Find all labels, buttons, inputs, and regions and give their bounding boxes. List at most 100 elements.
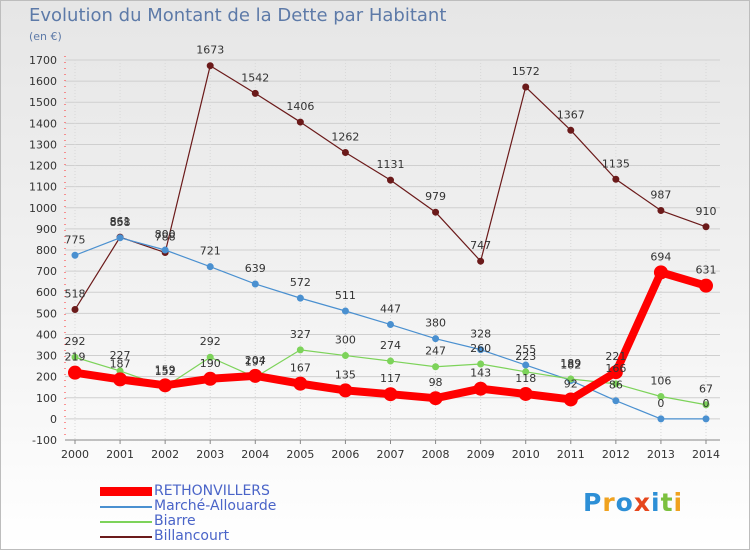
data-point-biarre	[71, 353, 79, 361]
logo-letter: P	[583, 488, 603, 517]
data-point-billancourt	[522, 83, 530, 91]
x-tick-label: 2012	[602, 448, 630, 461]
data-label: 219	[65, 351, 86, 364]
data-label: 92	[564, 377, 578, 390]
data-point-biarre	[296, 346, 304, 354]
legend-item-biarre[interactable]: Biarre	[100, 514, 276, 529]
data-point-march-allouarde	[432, 335, 440, 343]
data-label: 0	[703, 397, 710, 410]
data-point-biarre	[612, 380, 620, 388]
data-label: 1131	[377, 158, 405, 171]
data-label: 327	[290, 328, 311, 341]
x-tick-label: 2006	[331, 448, 359, 461]
legend-item-rethonvillers[interactable]: RETHONVILLERS	[100, 484, 276, 499]
data-point-march-allouarde	[161, 246, 169, 254]
data-label: 292	[200, 335, 221, 348]
data-label: 694	[650, 250, 671, 263]
logo-letter: i	[673, 488, 684, 517]
data-point-billancourt	[432, 208, 440, 216]
x-tick-label: 2007	[377, 448, 405, 461]
data-label: 190	[200, 357, 221, 370]
unit-label: (en €)	[29, 30, 62, 43]
data-label: 197	[245, 355, 266, 368]
data-point-march-allouarde	[116, 234, 124, 242]
data-point-march-allouarde	[477, 346, 485, 354]
y-tick-label: -100	[32, 434, 57, 447]
data-label: 159	[155, 363, 176, 376]
y-tick-label: 800	[36, 244, 57, 257]
data-point-rethonvillers	[563, 392, 578, 407]
x-tick-label: 2003	[196, 448, 224, 461]
y-tick-label: 100	[36, 392, 57, 405]
y-tick-label: 0	[50, 413, 57, 426]
data-label: 800	[155, 228, 176, 241]
data-label: 67	[699, 383, 713, 396]
x-tick-label: 2005	[286, 448, 314, 461]
y-tick-label: 1700	[29, 54, 57, 67]
data-point-rethonvillers	[113, 372, 128, 387]
x-tick-label: 2002	[151, 448, 179, 461]
data-label: 328	[470, 328, 491, 341]
legend-label: Billancourt	[154, 528, 230, 544]
data-label: 572	[290, 276, 311, 289]
chart-title: Evolution du Montant de la Dette par Hab…	[29, 5, 447, 26]
logo-letter: t	[660, 488, 674, 517]
x-tick-label: 2000	[61, 448, 89, 461]
data-point-billancourt	[387, 176, 394, 184]
data-label: 204	[245, 354, 266, 367]
data-point-billancourt	[251, 89, 259, 97]
data-label: 639	[245, 262, 266, 275]
x-tick-label: 2011	[557, 448, 585, 461]
data-point-billancourt	[341, 148, 349, 156]
data-label: 1406	[286, 100, 314, 113]
data-point-biarre	[702, 401, 710, 409]
data-label: 979	[425, 190, 446, 203]
logo-letter: x	[633, 488, 651, 517]
legend: RETHONVILLERS Marché-Allouarde Biarre Bi…	[100, 484, 276, 544]
data-label: 631	[696, 264, 717, 277]
data-point-rethonvillers	[473, 381, 488, 396]
data-label: 292	[65, 335, 86, 348]
y-tick-label: 200	[36, 371, 57, 384]
data-point-billancourt	[567, 126, 575, 134]
x-tick-label: 2013	[647, 448, 675, 461]
data-point-march-allouarde	[612, 397, 620, 405]
legend-item-marche-allouarde[interactable]: Marché-Allouarde	[100, 499, 276, 514]
data-label: 1673	[196, 44, 224, 57]
x-tick-label: 2014	[692, 448, 720, 461]
data-label: 380	[425, 317, 446, 330]
data-label: 98	[429, 376, 443, 389]
data-point-rethonvillers	[248, 368, 263, 383]
data-point-rethonvillers	[203, 371, 218, 386]
y-tick-label: 500	[36, 307, 57, 320]
data-label: 274	[380, 339, 401, 352]
y-tick-label: 900	[36, 223, 57, 236]
data-point-billancourt	[296, 118, 304, 126]
logo-letter: i	[651, 488, 661, 517]
data-label: 167	[290, 362, 311, 375]
data-point-march-allouarde	[702, 415, 710, 423]
data-label: 775	[65, 233, 86, 246]
legend-swatch-marche-allouarde	[100, 505, 152, 508]
data-label: 300	[335, 334, 356, 347]
data-point-rethonvillers	[68, 365, 82, 380]
y-tick-label: 1600	[29, 75, 57, 88]
data-point-march-allouarde	[296, 294, 304, 302]
legend-item-billancourt[interactable]: Billancourt	[100, 529, 276, 544]
data-point-billancourt	[657, 207, 665, 215]
data-label: 861	[110, 215, 131, 228]
x-tick-label: 2008	[422, 448, 450, 461]
data-point-biarre	[657, 393, 665, 401]
data-point-rethonvillers	[383, 387, 398, 402]
data-point-march-allouarde	[341, 307, 349, 315]
data-label: 511	[335, 289, 356, 302]
proxiti-logo: Proxiti	[583, 488, 683, 517]
data-point-rethonvillers	[338, 383, 353, 398]
data-label: 987	[650, 189, 671, 202]
data-point-march-allouarde	[657, 415, 665, 423]
data-label: 135	[335, 368, 356, 381]
data-label: 143	[470, 367, 491, 380]
data-label: 182	[560, 358, 581, 371]
